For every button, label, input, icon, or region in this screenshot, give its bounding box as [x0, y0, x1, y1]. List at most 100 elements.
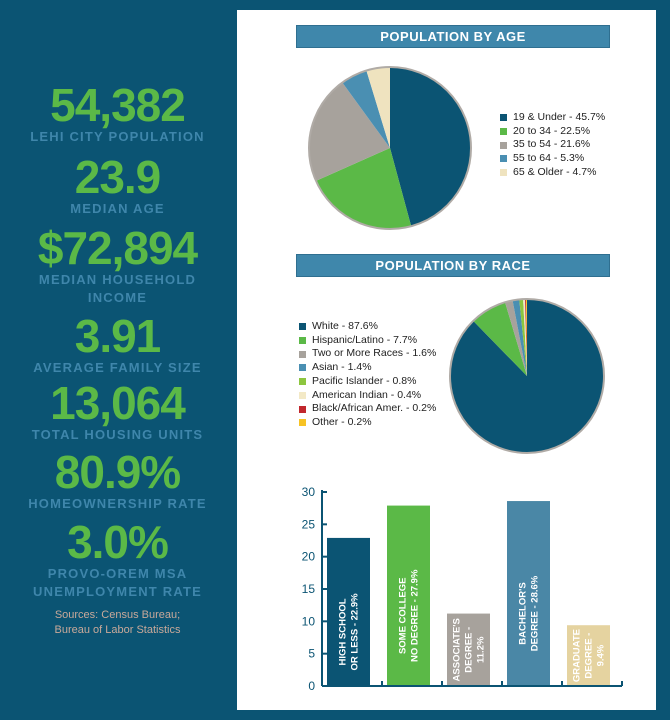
bar-label-line: NO DEGREE - 27.9% [410, 569, 421, 662]
legend-item: 19 & Under - 45.7% [500, 111, 605, 125]
bar-label-line: DEGREE - [584, 633, 595, 679]
stat-value: 54,382 [50, 79, 186, 131]
bar-label-line: GRADUATE [572, 629, 583, 682]
stat-value: 3.0% [67, 516, 169, 568]
race-legend: White - 87.6% Hispanic/Latino - 7.7% Two o… [299, 320, 436, 430]
age-chart-title: POPULATION BY AGE [296, 25, 610, 48]
legend-label: 65 & Older - 4.7% [513, 165, 597, 178]
pie-slice [519, 299, 527, 376]
bar [567, 625, 610, 685]
stat-label: HOMEOWNERSHIP RATE [28, 496, 207, 511]
legend-item: Pacific Islander - 0.8% [299, 375, 436, 389]
y-tick-label: 25 [302, 517, 316, 531]
charts-panel: POPULATION BY AGE POPULATION BY RACE 0 5 1… [237, 10, 656, 710]
y-tick-label: 5 [308, 647, 315, 661]
y-tick-label: 30 [302, 485, 316, 499]
pie-slice [525, 299, 527, 376]
charts-canvas: 0 5 10 15 20 25 30 HIGH SCHOOLOR LESS - 22.9% SO… [302, 66, 623, 693]
legend-label: White - 87.6% [312, 320, 378, 332]
bar-label-line: OR LESS - 22.9% [350, 593, 361, 671]
bar-label-line: DEGREE - [464, 627, 475, 673]
legend-label: American Indian - 0.4% [312, 388, 422, 401]
bar-label-line: SOME COLLEGE [398, 578, 409, 655]
legend-swatch [500, 155, 507, 163]
legend-swatch [500, 128, 507, 136]
legend-label: Pacific Islander - 0.8% [312, 374, 417, 387]
bar-label: ASSOCIATE'SDEGREE -11.2% [452, 618, 487, 681]
pie-slice [366, 67, 390, 148]
legend-swatch [500, 169, 507, 177]
y-tick-label: 0 [308, 679, 315, 693]
legend-label: Other - 0.2% [312, 415, 372, 428]
stat-label: LEHI CITY POPULATION [30, 129, 205, 144]
legend-label: 20 to 34 - 22.5% [513, 124, 591, 137]
bar-label-line: DEGREE - 28.6% [530, 575, 541, 651]
legend-item: Asian - 1.4% [299, 361, 436, 375]
legend-swatch [299, 391, 306, 399]
legend-item: Other - 0.2% [299, 416, 436, 430]
stat-label: TOTAL HOUSING UNITS [31, 427, 204, 442]
stat-block: 80.9% HOMEOWNERSHIP RATE [0, 449, 235, 513]
stat-label: MEDIAN AGE [70, 201, 165, 216]
stat-block: 54,382 LEHI CITY POPULATION [0, 82, 235, 146]
legend-swatch [299, 378, 306, 386]
pie-slice [526, 299, 527, 376]
age-legend: 19 & Under - 45.7% 20 to 34 - 22.5% 35 to … [500, 111, 605, 180]
pie-slice [390, 67, 471, 227]
bar [327, 537, 370, 685]
stat-block: 3.91 AVERAGE FAMILY SIZE [0, 313, 235, 377]
stat-label: INCOME [87, 290, 148, 305]
sources-note: Sources: Census Bureau; Bureau of Labor … [0, 608, 235, 638]
legend-label: Two or More Races - 1.6% [312, 347, 437, 360]
pie-outline [308, 66, 472, 230]
pie-outline [449, 298, 605, 454]
stat-block: 13,064 TOTAL HOUSING UNITS [0, 380, 235, 444]
legend-swatch [299, 337, 306, 345]
legend-item: 20 to 34 - 22.5% [500, 125, 605, 139]
legend-swatch [299, 405, 306, 413]
stats-panel: 54,382 LEHI CITY POPULATION 23.9 MEDIAN AGE… [0, 0, 235, 720]
legend-label: 35 to 54 - 21.6% [513, 138, 591, 151]
bar-label-line: ASSOCIATE'S [452, 618, 463, 681]
legend-item: 35 to 54 - 21.6% [500, 138, 605, 152]
stat-block: 3.0% PROVO-OREM MSA UNEMPLOYMENT RATE [0, 519, 235, 601]
bar-label: HIGH SCHOOLOR LESS - 22.9% [338, 593, 361, 671]
pie-slice [512, 299, 527, 376]
bar-label: BACHELOR'SDEGREE - 28.6% [518, 575, 541, 651]
legend-swatch [299, 350, 306, 358]
y-tick-label: 10 [302, 614, 316, 628]
bar-label: SOME COLLEGENO DEGREE - 27.9% [398, 569, 421, 662]
stat-label: AVERAGE FAMILY SIZE [33, 360, 202, 375]
bar [387, 505, 430, 685]
stat-label: PROVO-OREM MSA [47, 566, 188, 581]
legend-swatch [299, 419, 306, 427]
legend-label: Asian - 1.4% [312, 361, 372, 374]
legend-item: White - 87.6% [299, 320, 436, 334]
legend-item: Two or More Races - 1.6% [299, 347, 436, 361]
legend-label: 55 to 64 - 5.3% [513, 152, 585, 165]
legend-swatch [299, 364, 306, 372]
sources-line: Bureau of Labor Statistics [54, 624, 181, 636]
sources-line: Sources: Census Bureau; [54, 609, 181, 621]
pie-slice [473, 302, 527, 376]
bar-label-line: BACHELOR'S [518, 582, 529, 644]
legend-label: Hispanic/Latino - 7.7% [312, 333, 418, 346]
bar-label: GRADUATEDEGREE -9.4% [572, 629, 607, 682]
stat-value: 3.91 [74, 310, 162, 362]
bar-label-line: 9.4% [596, 644, 607, 666]
stat-value: 80.9% [54, 446, 181, 498]
bar [447, 613, 490, 685]
y-tick-label: 20 [302, 550, 316, 564]
stat-value: 13,064 [50, 377, 186, 429]
legend-label: 19 & Under - 45.7% [513, 111, 606, 123]
legend-swatch [299, 323, 306, 331]
bar [507, 501, 550, 685]
legend-item: 55 to 64 - 5.3% [500, 152, 605, 166]
stat-value: $72,894 [37, 222, 198, 274]
race-chart-title: POPULATION BY RACE [296, 254, 610, 277]
pie-slice [309, 82, 390, 181]
stat-value: 23.9 [74, 151, 162, 203]
legend-item: Hispanic/Latino - 7.7% [299, 334, 436, 348]
pie-slice [505, 300, 527, 376]
legend-item: 65 & Older - 4.7% [500, 166, 605, 180]
